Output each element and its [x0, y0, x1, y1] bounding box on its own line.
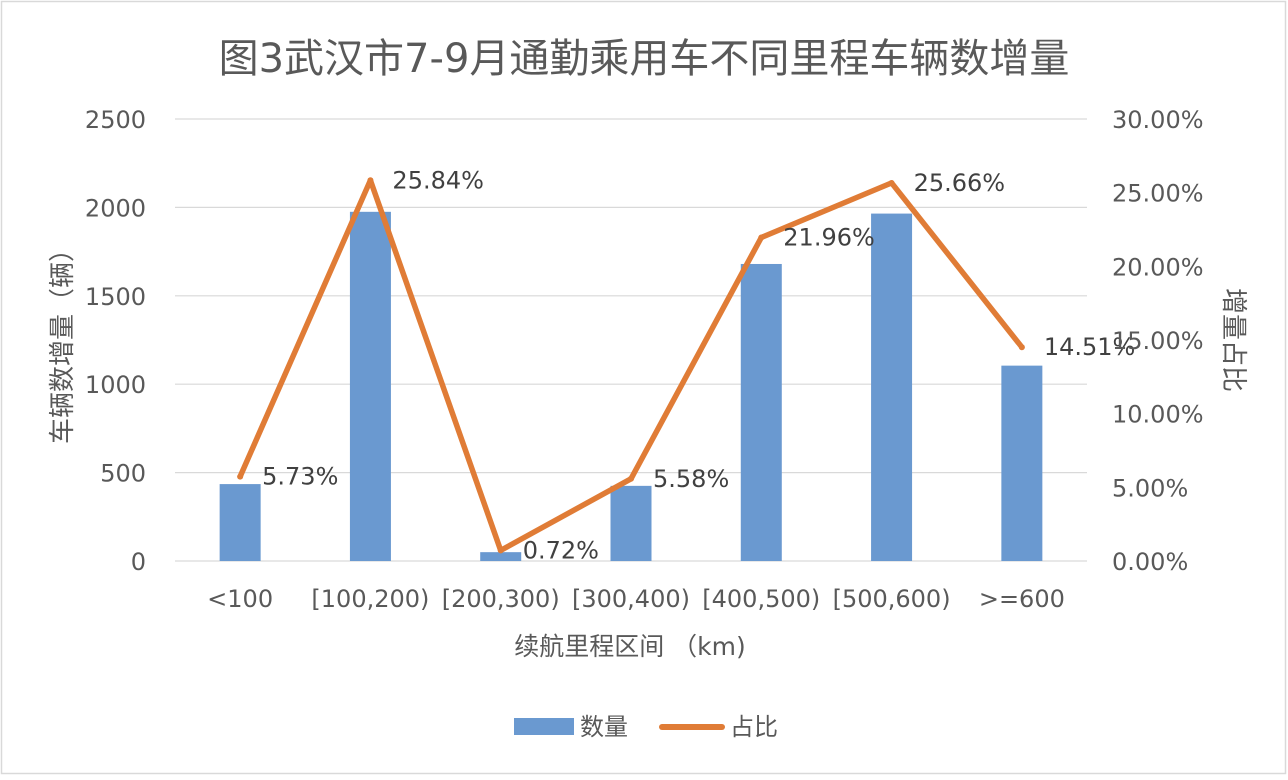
x-tick-label: [100,200): [311, 585, 429, 613]
bar: [1001, 365, 1043, 561]
line-point: [237, 473, 244, 480]
line-point: [1018, 344, 1025, 351]
y-tick-label: 1500: [85, 283, 146, 311]
y2-tick-label: 15.00%: [1112, 327, 1204, 355]
bar: [740, 263, 782, 561]
bar-series: [219, 211, 1043, 561]
data-label: 0.72%: [523, 536, 599, 564]
data-label: 5.73%: [262, 463, 338, 491]
bar: [219, 484, 261, 561]
line-point: [758, 234, 765, 241]
legend-label-bar: 数量: [580, 713, 628, 741]
y2-axis-title: 增量占比: [1218, 288, 1248, 392]
line-point: [367, 177, 374, 184]
y-tick-label: 2000: [85, 194, 146, 222]
legend-swatch-bar: [514, 718, 574, 735]
chart-title: 图3武汉市7-9月通勤乘用车不同里程车辆数增量: [219, 36, 1070, 82]
legend-label-line: 占比: [730, 713, 778, 741]
y2-tick-label: 25.00%: [1112, 180, 1204, 208]
y2-tick-label: 0.00%: [1112, 548, 1188, 576]
y-axis-left-ticks: 0 500 1000 1500 2000 2500: [85, 106, 146, 576]
y-tick-label: 1000: [85, 371, 146, 399]
bar: [871, 213, 913, 561]
y-tick-label: 2500: [85, 106, 146, 134]
y-axis-title: 车辆数增量（辆）: [48, 236, 78, 444]
line-series: [237, 177, 1025, 554]
x-tick-label: [200,300): [442, 585, 560, 613]
data-label: 25.66%: [914, 169, 1006, 197]
x-tick-label: [500,600): [833, 585, 951, 613]
bar: [610, 485, 652, 561]
x-axis-ticks: <100 [100,200) [200,300) [300,400) [400,500)…: [207, 585, 1065, 613]
bar: [349, 211, 391, 561]
y2-tick-label: 10.00%: [1112, 401, 1204, 429]
line-point: [497, 547, 504, 554]
line-point: [888, 179, 895, 186]
legend: 数量 占比: [514, 713, 778, 741]
bar: [480, 552, 522, 561]
data-label: 25.84%: [392, 166, 484, 194]
y2-tick-label: 30.00%: [1112, 106, 1204, 134]
y-axis-right-ticks: 0.00% 5.00% 10.00% 15.00% 20.00% 25.00% 30.00%: [1112, 106, 1204, 576]
line-point: [628, 475, 634, 482]
data-labels: 5.73% 25.84% 0.72% 5.58% 21.96% 25.66% 14.51%: [262, 166, 1135, 564]
data-label: 14.51%: [1044, 333, 1136, 361]
data-label: 21.96%: [783, 223, 875, 251]
x-tick-label: [400,500): [702, 585, 820, 613]
x-tick-label: [300,400): [572, 585, 690, 613]
y2-tick-label: 20.00%: [1112, 253, 1204, 281]
y-tick-label: 0: [131, 548, 146, 576]
x-tick-label: <100: [207, 585, 273, 613]
x-axis-title: 续航里程区间 （km): [514, 632, 746, 661]
gridlines: [175, 118, 1087, 562]
y2-tick-label: 5.00%: [1112, 474, 1188, 502]
data-label: 5.58%: [653, 465, 729, 493]
y-tick-label: 500: [100, 460, 146, 488]
x-tick-label: >=600: [979, 585, 1065, 613]
